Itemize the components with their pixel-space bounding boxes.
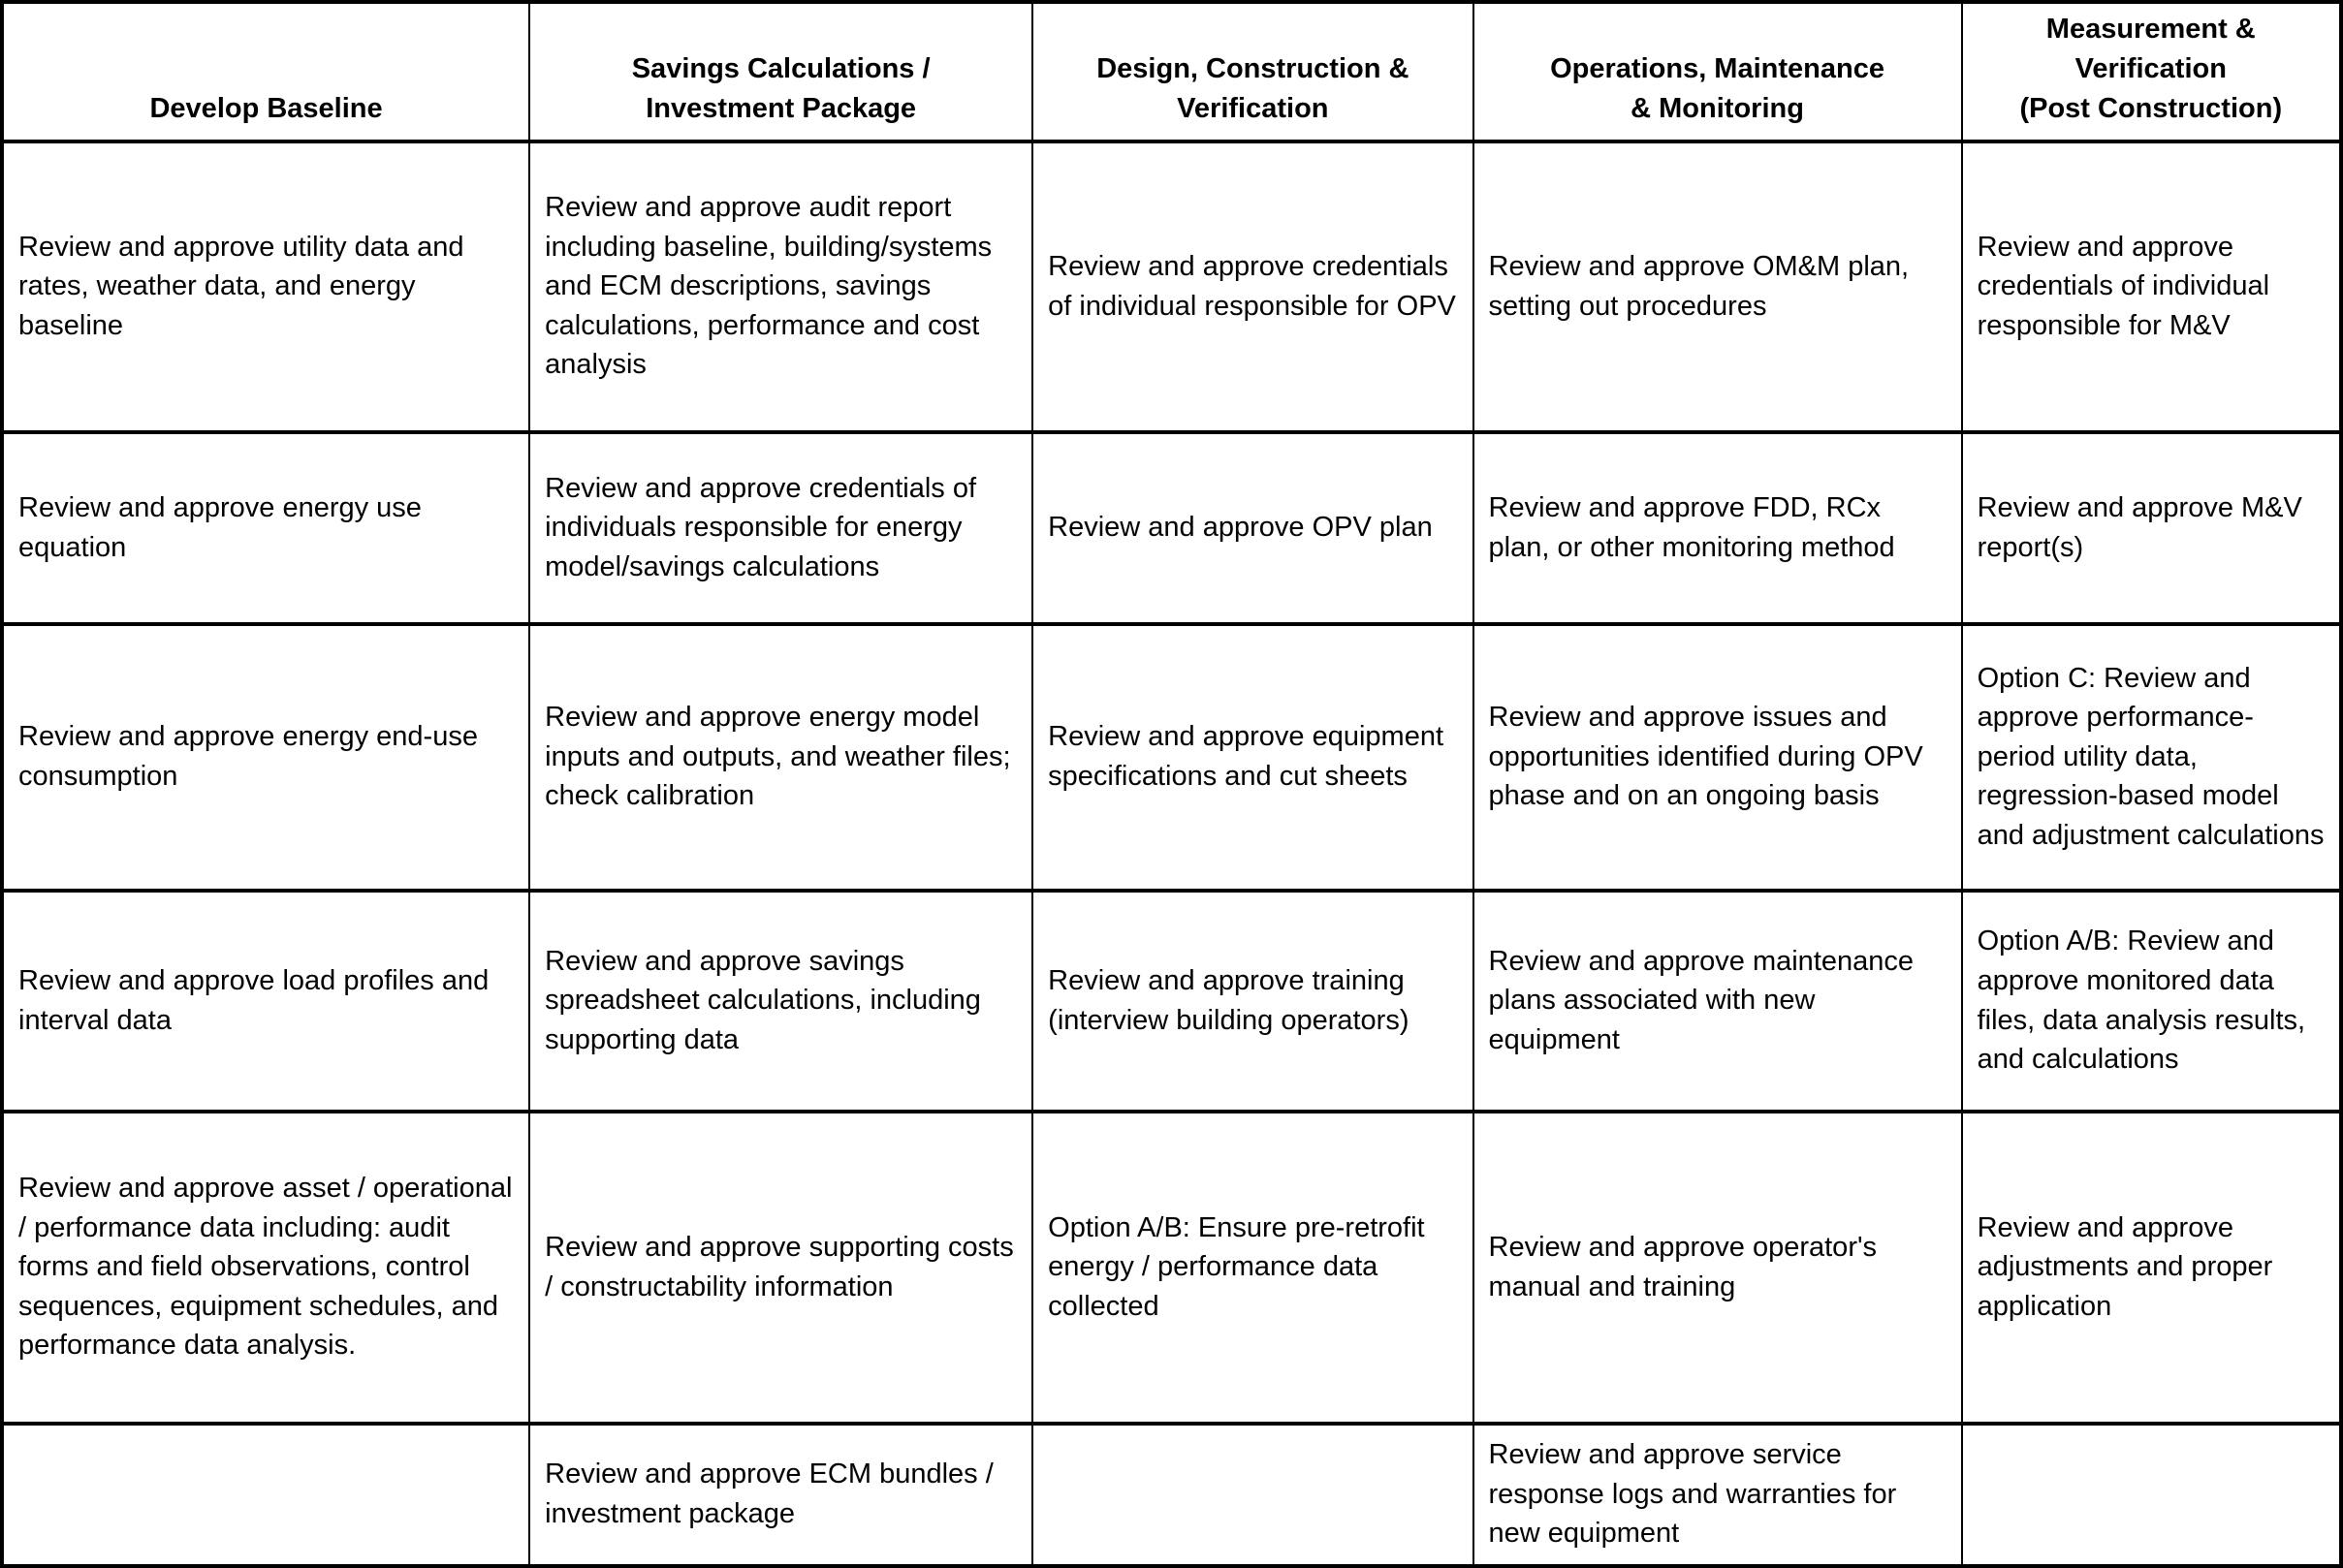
table-cell: Option C: Review and approve performance…: [1960, 621, 2343, 893]
column-header-design-construction: Design, Construction & Verification: [1031, 0, 1474, 143]
table-cell: Review and approve maintenance plans ass…: [1472, 888, 1963, 1113]
table-cell: Review and approve equipment specificati…: [1031, 621, 1474, 893]
table-cell: Review and approve energy end-use consum…: [0, 621, 531, 893]
table-row: Review and approve ECM bundles / investm…: [0, 1421, 2343, 1568]
table-row: Review and approve energy use equation R…: [0, 429, 2343, 626]
table-cell: Review and approve credentials of indivi…: [1960, 139, 2343, 434]
table-cell: Review and approve training (interview b…: [1031, 888, 1474, 1113]
table-cell: Review and approve OPV plan: [1031, 429, 1474, 626]
table-cell: Review and approve issues and opportunit…: [1472, 621, 1963, 893]
table-cell: Review and approve FDD, RCx plan, or oth…: [1472, 429, 1963, 626]
column-header-develop-baseline: Develop Baseline: [0, 0, 531, 143]
table-cell: Option A/B: Review and approve monitored…: [1960, 888, 2343, 1113]
table-cell: Review and approve load profiles and int…: [0, 888, 531, 1113]
table-cell: Review and approve supporting costs / co…: [528, 1109, 1034, 1426]
table-cell: Review and approve credentials of indivi…: [1031, 139, 1474, 434]
table-row: Review and approve load profiles and int…: [0, 888, 2343, 1113]
table-cell: Review and approve audit report includin…: [528, 139, 1034, 434]
table-cell: Review and approve energy use equation: [0, 429, 531, 626]
table-row: Review and approve asset / operational /…: [0, 1109, 2343, 1426]
header-row: Develop Baseline Savings Calculations / …: [0, 0, 2343, 143]
table-cell: Review and approve utility data and rate…: [0, 139, 531, 434]
table-cell: Review and approve adjustments and prope…: [1960, 1109, 2343, 1426]
column-header-measurement-verification: Measurement & Verification (Post Constru…: [1960, 0, 2343, 143]
table-row: Review and approve energy end-use consum…: [0, 621, 2343, 893]
table-cell: Review and approve operator's manual and…: [1472, 1109, 1963, 1426]
table-cell: [0, 1421, 531, 1568]
table-cell: [1031, 1421, 1474, 1568]
table-cell: Review and approve OM&M plan, setting ou…: [1472, 139, 1963, 434]
table-cell: Review and approve M&V report(s): [1960, 429, 2343, 626]
table-cell: Review and approve savings spreadsheet c…: [528, 888, 1034, 1113]
table-cell: Review and approve ECM bundles / investm…: [528, 1421, 1034, 1568]
table-cell: Review and approve service response logs…: [1472, 1421, 1963, 1568]
table-cell: [1960, 1421, 2343, 1568]
table-cell: Review and approve credentials of indivi…: [528, 429, 1034, 626]
table-cell: Option A/B: Ensure pre-retrofit energy /…: [1031, 1109, 1474, 1426]
table-row: Review and approve utility data and rate…: [0, 139, 2343, 434]
column-header-savings-calculations: Savings Calculations / Investment Packag…: [528, 0, 1034, 143]
table-cell: Review and approve energy model inputs a…: [528, 621, 1034, 893]
table-cell: Review and approve asset / operational /…: [0, 1109, 531, 1426]
column-header-operations-maintenance: Operations, Maintenance & Monitoring: [1472, 0, 1963, 143]
